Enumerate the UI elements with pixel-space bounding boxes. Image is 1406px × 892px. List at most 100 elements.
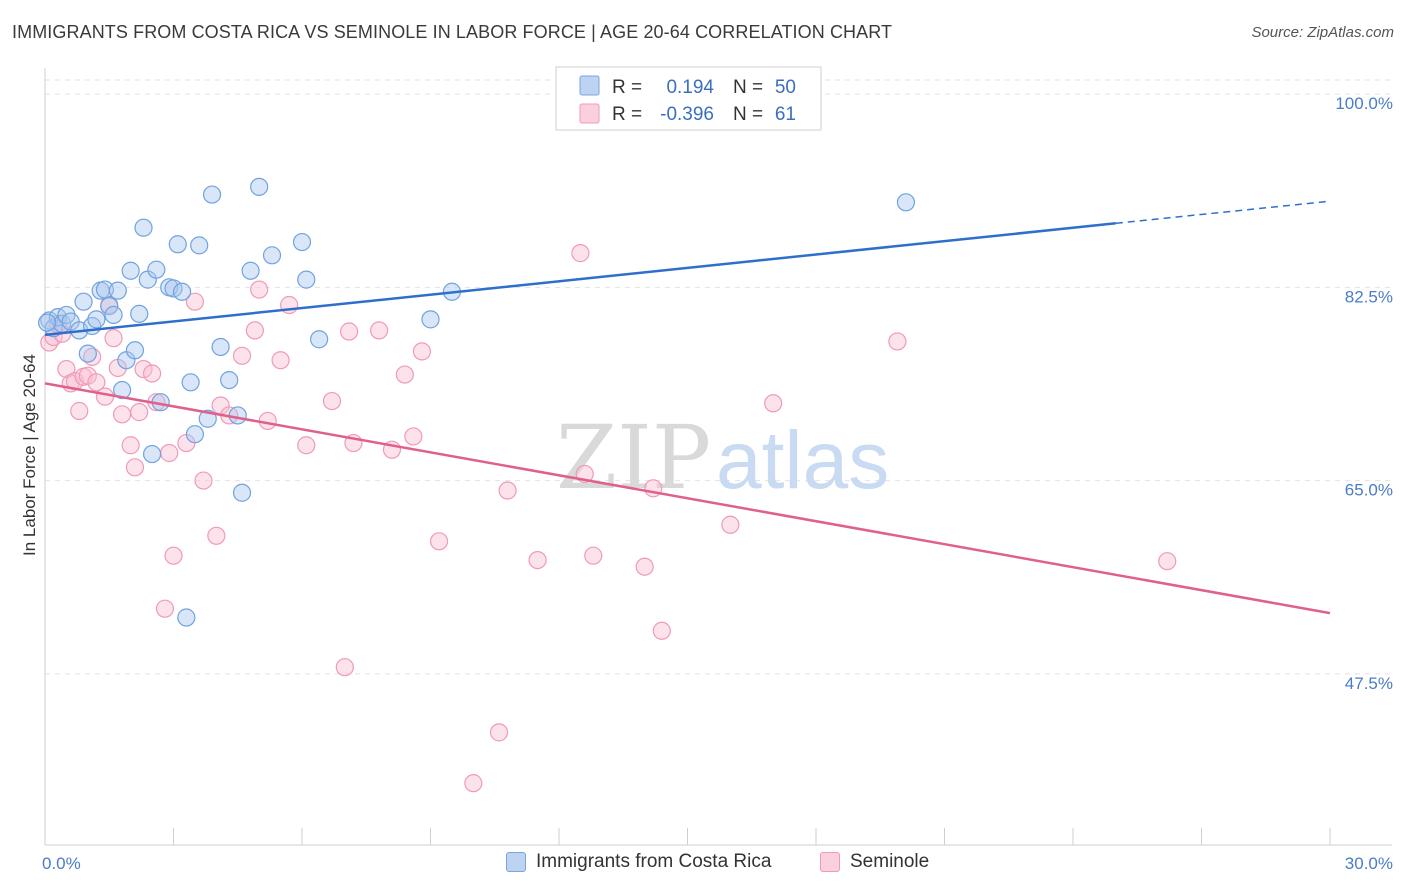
legend-label-costa-rica: Immigrants from Costa Rica: [536, 851, 772, 872]
watermark-zip: ZIP: [556, 406, 711, 509]
seminole-point: [395, 365, 414, 384]
seminole-point: [207, 526, 226, 545]
seminole-point: [412, 342, 432, 361]
costa-rica-point: [292, 232, 312, 252]
seminole-point: [429, 532, 449, 551]
source-credit: Source: ZipAtlas.com: [1251, 24, 1394, 41]
seminole-point: [70, 401, 89, 421]
axes: [44, 68, 1392, 846]
costa-rica-point: [125, 341, 145, 360]
seminole-point: [1158, 552, 1177, 571]
gridlines: [45, 79, 1392, 675]
costa-rica-point: [112, 380, 132, 400]
x-tick-label-max: 30.0%: [1345, 854, 1393, 873]
seminole-point: [271, 351, 290, 370]
seminole-point: [130, 403, 149, 422]
seminole-point: [340, 322, 359, 341]
bottom-legend: Immigrants from Costa Rica Seminole: [0, 851, 1406, 879]
seminole-point: [635, 557, 654, 576]
seminole-point: [155, 599, 175, 618]
costa-rica-point: [95, 280, 115, 299]
costa-rica-point: [250, 177, 269, 196]
costa-rica-point: [185, 425, 205, 444]
seminole-point: [245, 321, 264, 340]
y-tick-label: 82.5%: [1345, 287, 1393, 306]
legend-swatch-costa-rica: [506, 852, 526, 872]
trendlines: [44, 200, 1331, 615]
costa-rica-point: [262, 246, 282, 265]
y-tick-label: 100.0%: [1335, 94, 1393, 113]
seminole-point: [370, 321, 389, 340]
costa-rica-point: [220, 370, 239, 390]
costa-rica-point: [181, 373, 200, 392]
seminole-point: [142, 364, 162, 383]
seminole-points: [40, 244, 1177, 793]
costa-rica-point: [38, 313, 57, 332]
seminole-point: [232, 346, 252, 365]
y-tick-labels: 47.5% 65.0% 82.5% 100.0%: [1335, 94, 1393, 693]
legend-box: R = 0.194 N = 50 R = -0.396 N = 61: [555, 66, 822, 131]
seminole-point: [498, 481, 517, 500]
x-tick-label-min: 0.0%: [42, 854, 81, 873]
costa-rica-point: [190, 236, 209, 255]
costa-rica-point: [896, 193, 916, 212]
costa-rica-point: [232, 483, 252, 502]
costa-rica-point: [104, 305, 123, 325]
seminole-point: [721, 515, 740, 534]
legend-swatch-seminole: [820, 852, 840, 872]
costa-rica-point: [211, 337, 230, 357]
costa-rica-point: [147, 260, 166, 279]
seminole-point: [164, 546, 183, 565]
seminole-point: [297, 436, 316, 455]
legend-item-seminole: Seminole: [820, 851, 929, 873]
seminole-point: [125, 458, 145, 477]
y-tick-label: 47.5%: [1345, 674, 1393, 693]
costa-rica-point: [142, 444, 162, 464]
legend-item-costa-rica: Immigrants from Costa Rica: [506, 851, 771, 873]
legend-n-label-2: N =: [733, 104, 763, 125]
legend-n-label-1: N =: [733, 77, 763, 98]
costa-rica-point: [121, 261, 140, 280]
costa-rica-points: [38, 177, 916, 627]
costa-rica-trendline-extension: [1115, 200, 1331, 225]
legend-swatch-blue: [579, 75, 600, 96]
costa-rica-point: [297, 270, 316, 289]
costa-rica-point: [310, 330, 329, 349]
legend-n-value-2: 61: [775, 104, 796, 125]
x-tick-labels: 0.0% 30.0%: [42, 854, 1393, 873]
seminole-point: [121, 436, 140, 455]
seminole-point: [250, 280, 269, 299]
costa-rica-point: [74, 292, 93, 311]
seminole-point: [764, 394, 783, 413]
legend-box-frame: [555, 66, 822, 131]
seminole-point: [87, 373, 106, 392]
legend-swatch-pink: [579, 103, 600, 124]
seminole-point: [95, 387, 115, 406]
costa-rica-point: [202, 185, 222, 204]
costa-rica-point: [130, 304, 149, 323]
costa-rica-point: [241, 261, 260, 280]
chart-title: IMMIGRANTS FROM COSTA RICA VS SEMINOLE I…: [12, 22, 893, 42]
seminole-point: [185, 292, 205, 311]
y-tick-label: 65.0%: [1345, 481, 1393, 500]
costa-rica-trendline: [44, 222, 1116, 337]
seminole-point: [322, 391, 342, 411]
seminole-trendline: [44, 382, 1331, 615]
costa-rica-point: [168, 235, 187, 254]
seminole-point: [584, 546, 603, 565]
costa-rica-point: [177, 608, 196, 627]
seminole-point: [464, 774, 483, 793]
seminole-point: [160, 443, 179, 463]
legend-label-seminole: Seminole: [850, 851, 930, 872]
seminole-point: [528, 550, 547, 570]
costa-rica-point: [108, 281, 127, 300]
legend-r-label-2: R =: [612, 104, 642, 125]
costa-rica-point: [100, 297, 119, 316]
seminole-point: [112, 405, 132, 424]
costa-rica-point: [228, 406, 247, 425]
costa-rica-point: [172, 282, 192, 301]
seminole-point: [194, 471, 213, 490]
seminole-point: [404, 427, 423, 446]
costa-rica-point: [421, 310, 440, 329]
